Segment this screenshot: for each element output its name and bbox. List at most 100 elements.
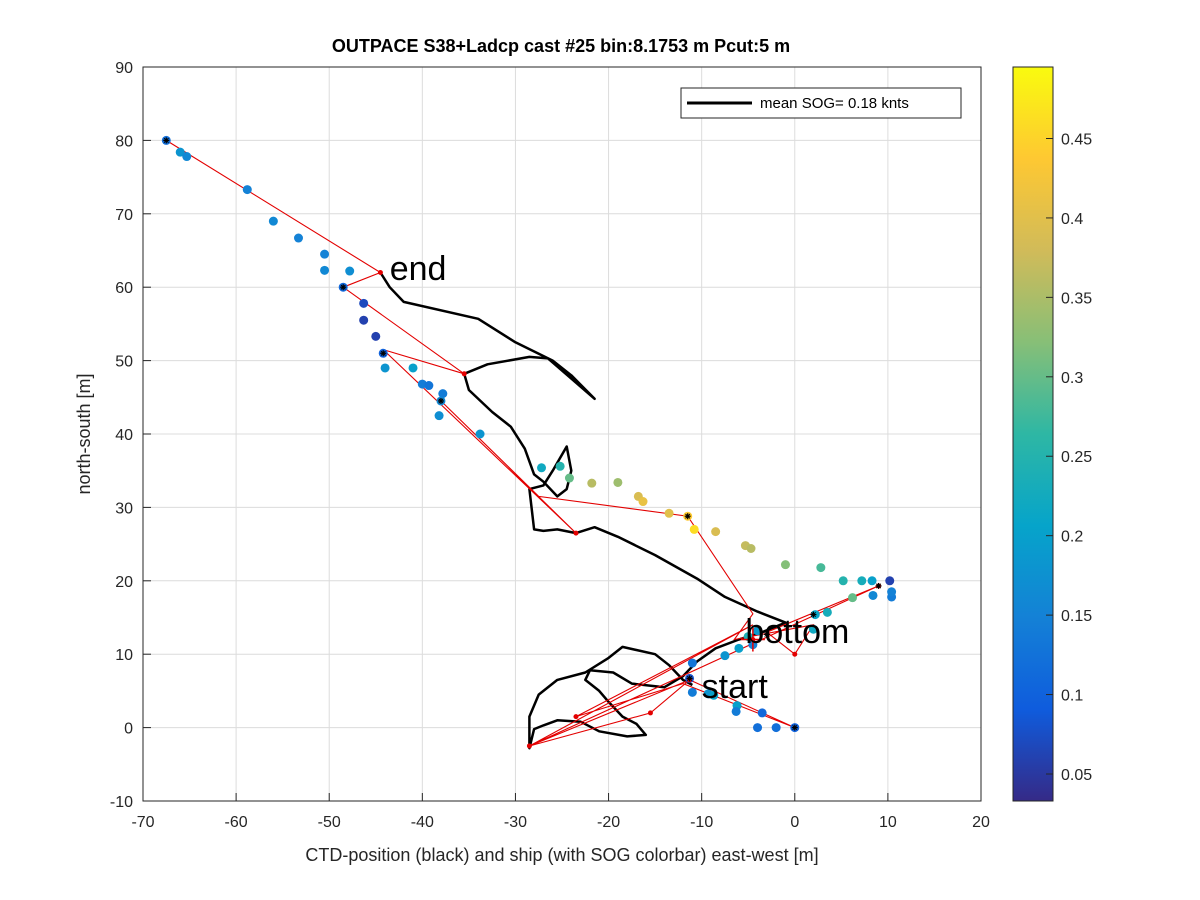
colorbar: 0.05 0.1 0.15 0.2 0.25 0.3 0.35 0.4 0.45 bbox=[1012, 66, 1092, 802]
ship-point bbox=[175, 147, 185, 157]
ship-point bbox=[293, 233, 303, 243]
bottom-marker bbox=[740, 627, 765, 652]
annotation-start: start bbox=[702, 668, 769, 706]
y-tick-label: 10 bbox=[115, 647, 133, 664]
black-star-marker bbox=[763, 631, 770, 638]
ship-point bbox=[664, 508, 674, 518]
ship-point bbox=[537, 463, 547, 473]
colorbar-tick-label: 0.1 bbox=[1061, 688, 1083, 705]
ship-point bbox=[734, 643, 744, 653]
red-marker bbox=[573, 714, 579, 720]
ship-point bbox=[359, 315, 369, 325]
ship-point bbox=[816, 563, 826, 573]
y-tick-label: 50 bbox=[115, 354, 133, 371]
track-markers bbox=[163, 137, 882, 749]
ship-point bbox=[638, 497, 648, 507]
ship-point bbox=[359, 298, 369, 308]
ship-point bbox=[867, 576, 877, 586]
ship-point bbox=[687, 687, 697, 697]
ship-point bbox=[438, 389, 448, 399]
ship-point bbox=[564, 473, 574, 483]
ship-point bbox=[746, 544, 756, 554]
ship-point bbox=[434, 411, 444, 421]
red-track-line bbox=[166, 139, 879, 747]
x-tick-label: -50 bbox=[318, 814, 341, 831]
ship-point bbox=[242, 185, 252, 195]
black-star-marker bbox=[437, 397, 444, 404]
black-star-marker bbox=[875, 582, 882, 589]
ship-point bbox=[771, 723, 781, 733]
ship-point bbox=[424, 381, 434, 391]
x-tick-label: -10 bbox=[690, 814, 713, 831]
x-tick-label: 20 bbox=[972, 814, 990, 831]
ship-point bbox=[885, 576, 895, 586]
ship-point bbox=[587, 478, 597, 488]
y-tick-label: 60 bbox=[115, 280, 133, 297]
ship-point bbox=[857, 576, 867, 586]
y-tick-label: 90 bbox=[115, 60, 133, 77]
ship-point bbox=[408, 363, 418, 373]
ship-point bbox=[848, 593, 858, 603]
ship-point bbox=[887, 587, 897, 597]
ship-point bbox=[268, 216, 278, 226]
y-tick-label: 70 bbox=[115, 207, 133, 224]
black-star-marker bbox=[340, 284, 347, 291]
ship-point bbox=[711, 527, 721, 537]
colorbar-tick-label: 0.2 bbox=[1061, 529, 1083, 546]
black-star-marker bbox=[380, 350, 387, 357]
red-marker bbox=[377, 270, 383, 276]
y-tick-label: 30 bbox=[115, 500, 133, 517]
ship-point bbox=[709, 690, 719, 700]
red-marker bbox=[461, 371, 467, 377]
ship-point bbox=[808, 624, 818, 634]
red-marker bbox=[526, 743, 532, 749]
black-star-marker bbox=[810, 611, 817, 618]
ship-point bbox=[720, 651, 730, 661]
legend-label: mean SOG= 0.18 knts bbox=[760, 95, 909, 112]
ship-point bbox=[371, 331, 381, 341]
black-star-marker bbox=[163, 137, 170, 144]
colorbar-tick-label: 0.3 bbox=[1061, 370, 1083, 387]
colorbar-tick-label: 0.15 bbox=[1061, 608, 1092, 625]
x-tick-label: -70 bbox=[131, 814, 154, 831]
y-axis-label: north-south [m] bbox=[74, 373, 94, 494]
ship-point bbox=[613, 477, 623, 487]
red-marker bbox=[573, 530, 579, 536]
ship-positions bbox=[161, 135, 897, 733]
ship-point bbox=[555, 461, 565, 471]
annotation-end: end bbox=[390, 250, 447, 288]
annotations: end bottom start bbox=[390, 250, 850, 706]
axis-ticks: -70 -60 -50 -40 -30 -20 -10 0 10 20 -10 0 10 20 30 40 50… bbox=[110, 60, 990, 831]
colorbar-tick-label: 0.35 bbox=[1061, 290, 1092, 307]
y-tick-label: 20 bbox=[115, 574, 133, 591]
ship-point bbox=[822, 607, 832, 617]
colorbar-tick-label: 0.45 bbox=[1061, 131, 1092, 148]
x-tick-label: -60 bbox=[225, 814, 248, 831]
ship-point bbox=[689, 524, 699, 534]
legend: mean SOG= 0.18 knts bbox=[680, 87, 962, 119]
y-tick-label: 0 bbox=[124, 721, 133, 738]
colorbar-tick-label: 0.25 bbox=[1061, 449, 1092, 466]
colorbar-tick-label: 0.4 bbox=[1061, 211, 1083, 228]
ship-point bbox=[182, 152, 192, 162]
ship-point bbox=[838, 576, 848, 586]
ship-point bbox=[868, 590, 878, 600]
ctd-track bbox=[379, 271, 787, 750]
x-tick-label: 0 bbox=[790, 814, 799, 831]
colorbar-scale bbox=[1012, 66, 1054, 802]
ship-point bbox=[320, 265, 330, 275]
black-star-marker bbox=[686, 675, 693, 682]
ship-point bbox=[345, 266, 355, 276]
x-tick-label: -40 bbox=[411, 814, 434, 831]
ship-point bbox=[380, 363, 390, 373]
x-tick-label: -20 bbox=[597, 814, 620, 831]
red-marker bbox=[792, 651, 798, 657]
ship-point bbox=[780, 560, 790, 570]
annotation-bottom: bottom bbox=[745, 613, 849, 651]
ctd-track-line bbox=[379, 271, 787, 750]
y-tick-label: 80 bbox=[115, 133, 133, 150]
ship-point bbox=[753, 723, 763, 733]
ship-point bbox=[320, 249, 330, 259]
